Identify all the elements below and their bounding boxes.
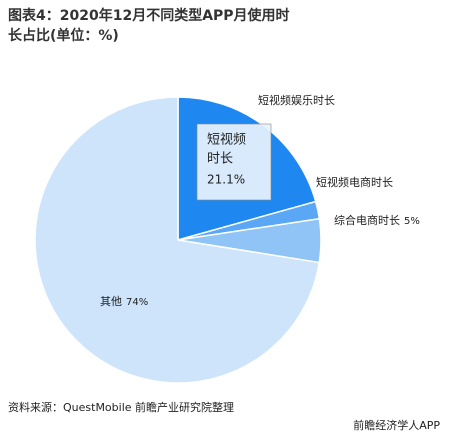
footer: 前瞻经济学人APP xyxy=(353,418,440,432)
value-label: 5% xyxy=(404,216,420,227)
annotation-box xyxy=(196,123,272,201)
source: 资料来源：QuestMobile 前瞻产业研究院整理 xyxy=(8,400,234,414)
pie-slice xyxy=(34,96,321,384)
slice-label: 短视频娱乐时长 xyxy=(258,93,335,107)
category-label: 其他 xyxy=(100,295,122,308)
category-label: 综合电商时长 xyxy=(334,213,400,227)
slice-label: 短视频电商时长 xyxy=(316,175,393,189)
slice-label: 综合电商时长 5% xyxy=(334,213,420,227)
slice-label: 其他 74% xyxy=(100,295,148,308)
annotation-text: 短视频 xyxy=(207,133,246,148)
chart-title: 图表4：2020年12月不同类型APP月使用时长占比(单位：%) xyxy=(8,8,290,44)
value-label: 74% xyxy=(126,297,148,308)
annotation-text: 时长 xyxy=(207,152,233,167)
category-label: 短视频娱乐时长 xyxy=(258,93,335,107)
value-label: 21.1% xyxy=(207,173,245,187)
category-label: 短视频电商时长 xyxy=(316,175,393,189)
